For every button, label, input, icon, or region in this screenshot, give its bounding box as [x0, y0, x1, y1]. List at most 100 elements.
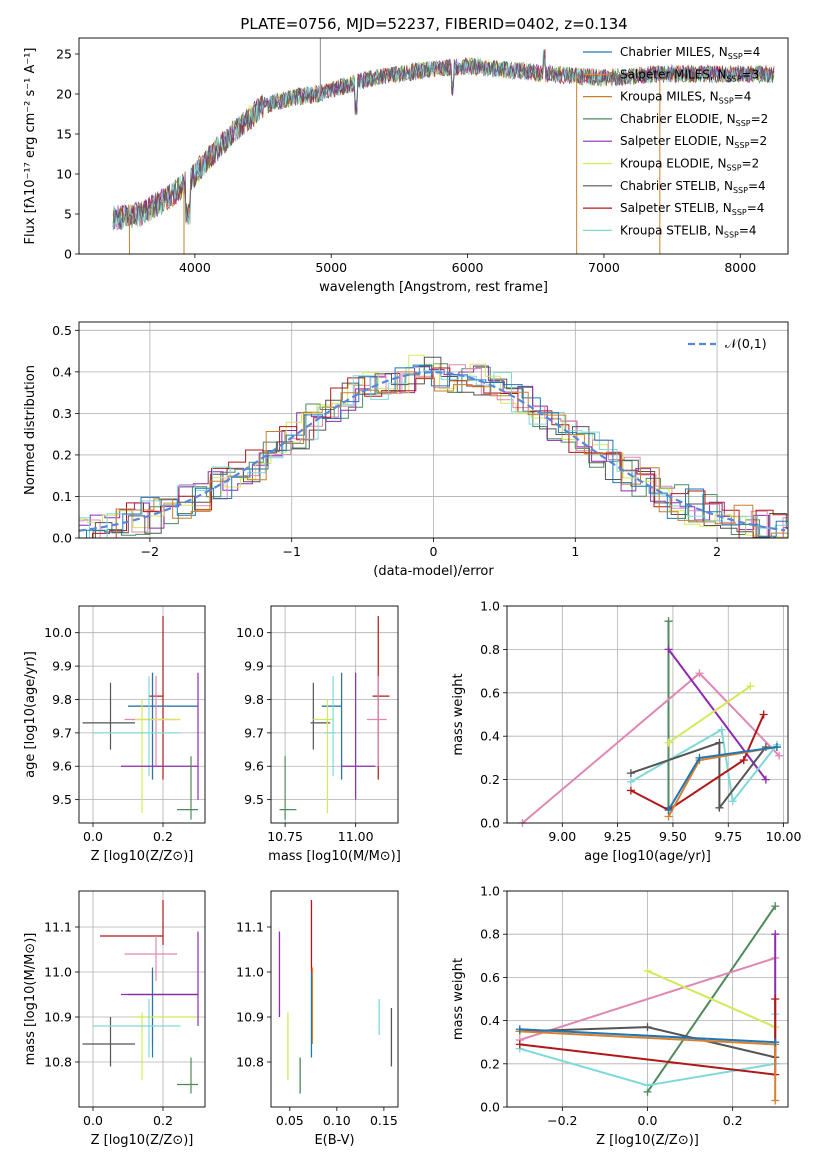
x-axis-label: E(B-V) [314, 1133, 354, 1148]
x-tick-label: 10.00 [766, 829, 802, 844]
x-axis-label: Z [log10(Z/Z⊙)] [91, 1133, 194, 1148]
x-tick-label: 0.0 [83, 1113, 103, 1128]
x-tick-label: 10.75 [267, 829, 303, 844]
x-axis-label: wavelength [Angstrom, rest frame] [319, 280, 548, 295]
weight-point-marker [643, 966, 652, 975]
x-axis-label: mass [log10(M/M⊙)] [268, 849, 401, 864]
y-axis-label: Flux [fλ10⁻¹⁷ erg cm⁻² s⁻¹ A⁻¹] [23, 48, 38, 245]
normal-curve [78, 371, 786, 532]
y-tick-label: 0.8 [480, 927, 500, 942]
axes-frame [270, 890, 399, 1108]
weight-series-line [519, 1028, 776, 1044]
x-tick-label: 0.15 [370, 1113, 398, 1128]
weight-vs-age-panel: 9.00 9.25 9.50 9.75 10.00 0.0 0.2 0.4 0.6 0.8 1.0 a… [451, 599, 802, 865]
x-tick-label: 0.10 [323, 1113, 351, 1128]
axes-frame [78, 890, 206, 1108]
axes-frame [78, 605, 206, 824]
x-tick-label: 11.00 [338, 829, 374, 844]
weight-point-marker [664, 645, 673, 654]
y-tick-label: 11.0 [44, 965, 72, 980]
weight-series-line [667, 648, 767, 781]
y-axis-label: mass [log10(M/M⊙)] [23, 933, 38, 1066]
x-tick-label: 4000 [179, 260, 211, 275]
y-axis-label: mass weight [451, 958, 466, 1040]
histogram-step [79, 365, 788, 539]
y-tick-label: 15 [56, 127, 72, 142]
y-tick-label: 9.7 [52, 725, 72, 740]
y-tick-label: 0 [64, 247, 72, 262]
figure-title: PLATE=0756, MJD=52237, FIBERID=0402, z=0… [240, 15, 627, 33]
histogram-step [79, 367, 788, 539]
y-tick-label: 1.0 [480, 884, 500, 899]
axes-frame [270, 605, 399, 824]
x-tick-label: 9.00 [548, 829, 576, 844]
weight-point-marker [626, 777, 635, 786]
histogram-step [79, 364, 788, 539]
y-tick-label: 10.9 [44, 1010, 72, 1025]
y-tick-label: 10.8 [236, 1055, 264, 1070]
x-tick-label: −0.2 [547, 1113, 577, 1128]
x-tick-label: 0 [430, 544, 438, 559]
y-tick-label: 20 [56, 87, 72, 102]
weight-series-line [630, 714, 765, 812]
y-tick-label: 5 [64, 207, 72, 222]
y-tick-label: 9.6 [244, 759, 264, 774]
legend-entry: Kroupa STELIB, NSSP=4 [620, 223, 757, 239]
y-tick-label: 0.4 [52, 364, 72, 379]
legend-entry: Salpeter MILES, NSSP=3 [620, 67, 759, 83]
y-tick-label: 0.0 [480, 1100, 500, 1115]
weight-series-line [647, 969, 776, 1029]
weight-point-marker [715, 738, 724, 747]
x-tick-label: 1 [571, 544, 579, 559]
x-tick-label: 0.05 [276, 1113, 304, 1128]
weight-point-marker [643, 1081, 652, 1090]
legend-entry: Chabrier ELODIE, NSSP=2 [620, 112, 768, 128]
weight-point-marker [626, 786, 635, 795]
x-axis-label: age [log10(age/yr)] [584, 849, 711, 864]
weight-point-marker [664, 738, 673, 747]
x-tick-label: 0.0 [638, 1113, 658, 1128]
y-tick-label: 10.9 [236, 1010, 264, 1025]
x-tick-label: 8000 [724, 260, 756, 275]
x-axis-label: Z [log10(Z/Z⊙)] [91, 849, 194, 864]
axes-frame [78, 321, 789, 539]
y-tick-label: 0.6 [480, 685, 500, 700]
axes-frame [506, 890, 789, 1108]
y-tick-label: 10.8 [44, 1055, 72, 1070]
y-tick-label: 0.5 [52, 323, 72, 338]
age-vs-metallicity-panel: 0.0 0.2 9.5 9.6 9.7 9.8 9.9 10.0 Z [log10(Z/Z⊙)]… [23, 605, 206, 864]
weight-point-marker [772, 743, 781, 752]
weight-point-marker [664, 617, 673, 626]
legend-entry: 𝒩(0,1) [725, 336, 767, 351]
x-tick-label: 9.50 [659, 829, 687, 844]
y-tick-label: 1.0 [480, 599, 500, 614]
weight-point-marker [515, 1040, 524, 1049]
weight-point-marker [695, 753, 704, 762]
legend-entry: Salpeter STELIB, NSSP=4 [620, 201, 764, 217]
y-axis-label: Normed distribution [23, 365, 38, 495]
x-tick-label: −1 [282, 544, 300, 559]
y-tick-label: 10.0 [236, 625, 264, 640]
x-tick-label: 9.75 [714, 829, 742, 844]
y-tick-label: 10.0 [44, 625, 72, 640]
y-tick-label: 11.1 [44, 920, 72, 935]
weight-point-marker [715, 803, 724, 812]
x-tick-label: 9.25 [604, 829, 632, 844]
weight-point-marker [771, 1038, 780, 1047]
weight-point-marker [717, 725, 726, 734]
y-tick-label: 0.2 [480, 772, 500, 787]
x-axis-label: (data-model)/error [373, 564, 494, 579]
histogram-step [79, 363, 788, 539]
x-tick-label: 6000 [452, 260, 484, 275]
axes-frame [506, 605, 789, 824]
x-tick-label: 2 [713, 544, 721, 559]
x-tick-label: −2 [141, 544, 159, 559]
age-vs-mass-panel: 10.75 11.00 9.5 9.6 9.7 9.8 9.9 10.0 mass [log10… [236, 605, 401, 864]
mass-vs-ebv-panel: 0.05 0.10 0.15 10.8 10.9 11.0 11.1 E(B-V) [236, 890, 399, 1148]
x-tick-label: 0.2 [153, 829, 173, 844]
y-tick-label: 0.3 [52, 406, 72, 421]
y-tick-label: 9.5 [244, 792, 264, 807]
legend-entry: Chabrier STELIB, NSSP=4 [620, 179, 766, 195]
axes-frame [78, 37, 789, 255]
